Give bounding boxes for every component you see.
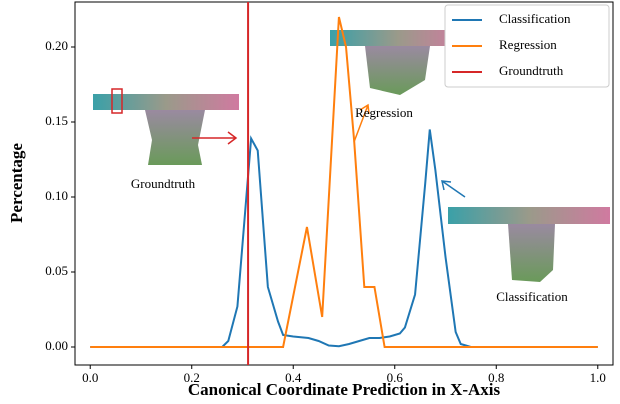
chart: Canonical Coordinate Prediction in X-Axi…	[0, 0, 620, 404]
x-tick-label: 0.8	[488, 370, 504, 385]
annotation: Classification	[496, 289, 568, 304]
annotation: Groundtruth	[131, 176, 196, 191]
classification-cloud	[448, 207, 610, 282]
legend-label: Groundtruth	[499, 63, 564, 78]
y-tick-label: 0.15	[45, 113, 68, 128]
x-tick-label: 0.4	[285, 370, 302, 385]
x-tick-label: 0.6	[387, 370, 404, 385]
y-tick-label: 0.20	[45, 38, 68, 53]
y-tick-label: 0.00	[45, 338, 68, 353]
y-tick-label: 0.05	[45, 263, 68, 278]
arrows	[192, 105, 465, 197]
groundtruth-cloud	[93, 89, 239, 165]
legend: Classification Regression Groundtruth	[445, 5, 609, 87]
annotation: Regression	[355, 105, 413, 120]
y-tick-label: 0.10	[45, 188, 68, 203]
legend-label: Classification	[499, 11, 571, 26]
x-tick-label: 0.0	[82, 370, 98, 385]
x-axis-title: Canonical Coordinate Prediction in X-Axi…	[188, 380, 501, 399]
x-tick-label: 0.2	[184, 370, 200, 385]
y-axis-title: Percentage	[7, 143, 26, 223]
legend-label: Regression	[499, 37, 557, 52]
x-tick-label: 1.0	[590, 370, 606, 385]
